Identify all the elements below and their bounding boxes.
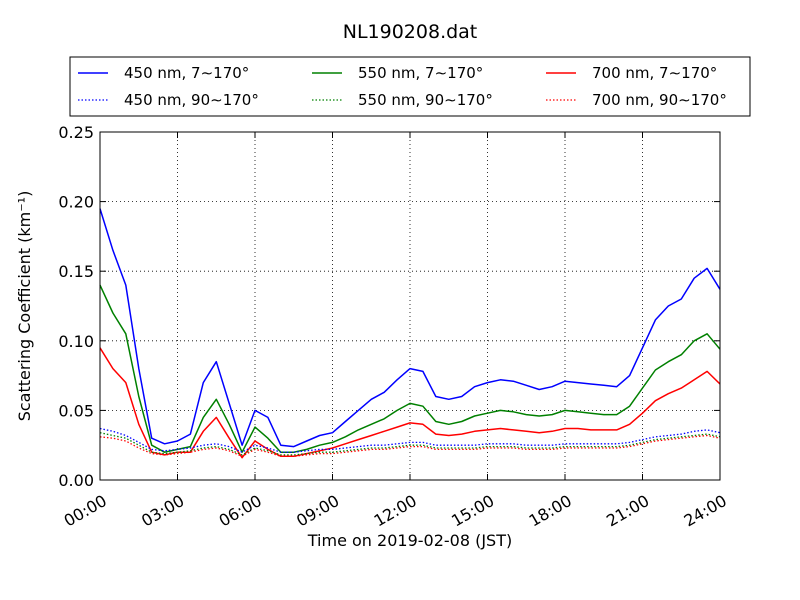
legend-entry-5: 700 nm, 90∼170° [592,91,727,109]
series-lines [99,208,721,459]
x-tick-label: 21:00 [603,491,652,531]
series-line-0 [99,208,721,448]
x-tick-label: 24:00 [681,491,730,531]
y-axis-ticks: 0.00 0.05 0.10 0.15 0.20 0.25 [58,123,720,490]
x-axis-ticks: 00:00 03:00 06:00 09:00 12:00 15:00 18:00 21:00… [61,132,730,531]
x-axis-label: Time on 2019-02-08 (JST) [307,531,512,550]
y-tick-label: 0.10 [58,332,94,351]
series-line-2 [99,347,721,459]
y-tick-label: 0.25 [58,123,94,142]
legend-entry-4: 550 nm, 90∼170° [358,91,493,109]
x-tick-label: 03:00 [138,491,187,531]
legend-entry-1: 550 nm, 7∼170° [358,64,483,82]
legend-entry-3: 450 nm, 90∼170° [124,91,259,109]
x-tick-label: 06:00 [216,491,265,531]
x-tick-label: 18:00 [526,491,575,531]
y-axis-label: Scattering Coefficient (km⁻¹) [15,191,34,422]
x-tick-label: 12:00 [371,491,420,531]
legend-frame [69,56,751,117]
y-tick-label: 0.20 [58,193,94,212]
grid [99,131,721,481]
series-line-3 [99,427,721,453]
x-tick-label: 00:00 [61,491,110,531]
series-line-4 [99,432,721,456]
series-line-5 [99,434,721,457]
legend-entry-0: 450 nm, 7∼170° [124,64,249,82]
y-tick-label: 0.05 [58,401,94,420]
x-tick-label: 15:00 [448,491,497,531]
y-tick-label: 0.15 [58,262,94,281]
y-tick-label: 0.00 [58,471,94,490]
legend: 450 nm, 7∼170° 550 nm, 7∼170° 700 nm, 7∼17… [69,56,751,117]
legend-entry-2: 700 nm, 7∼170° [592,64,717,82]
series-line-1 [99,284,721,453]
x-tick-label: 09:00 [293,491,342,531]
chart-title: NL190208.dat [343,21,478,43]
